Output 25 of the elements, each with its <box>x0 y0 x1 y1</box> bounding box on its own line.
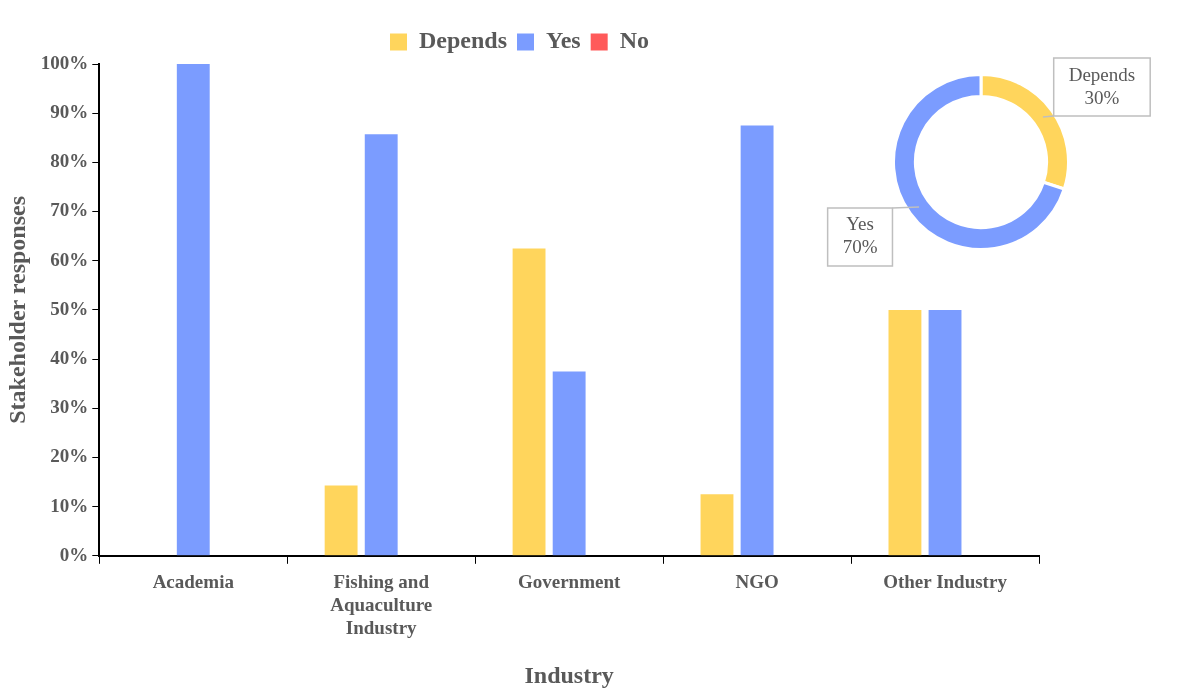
slice-label: Yes <box>846 213 874 235</box>
y-tick-label: 30% <box>50 396 89 418</box>
slice-label: Depends <box>1068 63 1136 85</box>
y-tick-label: 60% <box>50 248 89 270</box>
x-tick-label: Fishing and Aquaculture Industry <box>330 571 433 638</box>
legend-label: Depends <box>418 27 508 54</box>
legend-label: Yes <box>546 27 581 54</box>
y-tick-label: 70% <box>50 199 89 221</box>
data-label: 30% <box>1084 86 1120 108</box>
y-tick-label: 0% <box>59 543 89 565</box>
x-axis-title: Industry <box>524 661 614 688</box>
y-tick-label: 100% <box>40 51 89 73</box>
y-tick-label: 10% <box>50 494 89 516</box>
y-tick-label: 40% <box>50 346 89 368</box>
x-tick-label: NGO <box>735 571 779 593</box>
y-axis-title: Stakeholder responses <box>3 195 30 424</box>
data-label: 70% <box>842 236 878 258</box>
y-tick-label: 50% <box>50 297 89 319</box>
x-tick-label: Government <box>517 571 621 593</box>
x-tick-label: Other Industry <box>883 571 1008 593</box>
y-tick-label: 80% <box>50 150 89 172</box>
y-tick-label: 90% <box>50 101 89 123</box>
legend-label: No <box>619 27 650 54</box>
y-tick-label: 20% <box>50 445 89 467</box>
x-tick-label: Academia <box>152 571 235 593</box>
